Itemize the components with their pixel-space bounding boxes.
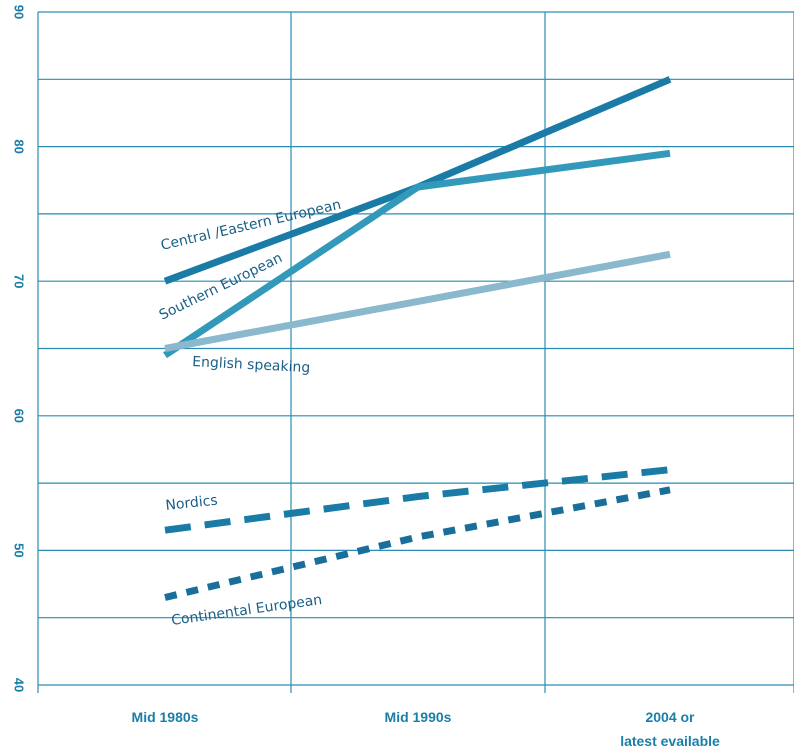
series-line-1 [163, 149, 671, 359]
y-tick-label: 80 [12, 139, 27, 153]
y-tick-label: 70 [12, 274, 27, 288]
x-tick-label: Mid 1980s [132, 709, 199, 725]
x-tick-label: 2004 or latest evailable [620, 709, 720, 749]
y-axis-ticks: 40 50 60 70 80 90 [12, 5, 27, 692]
series-line-3 [164, 466, 671, 534]
series-line-2 [164, 250, 671, 352]
y-tick-label: 90 [12, 5, 27, 19]
y-tick-label: 50 [12, 543, 27, 557]
grid [37, 11, 794, 693]
y-tick-label: 40 [12, 678, 27, 692]
y-tick-label: 60 [12, 409, 27, 423]
x-axis-ticks: Mid 1980s Mid 1990s 2004 or latest evailabl… [132, 709, 720, 749]
x-tick-label: Mid 1990s [385, 709, 452, 725]
series-label-4: Continental European [170, 592, 323, 629]
series-label-2: English speaking [192, 354, 311, 376]
series-line-0 [163, 76, 672, 285]
series-lines [163, 76, 672, 601]
series-line-4 [164, 486, 671, 601]
series-label-3: Nordics [165, 493, 219, 514]
